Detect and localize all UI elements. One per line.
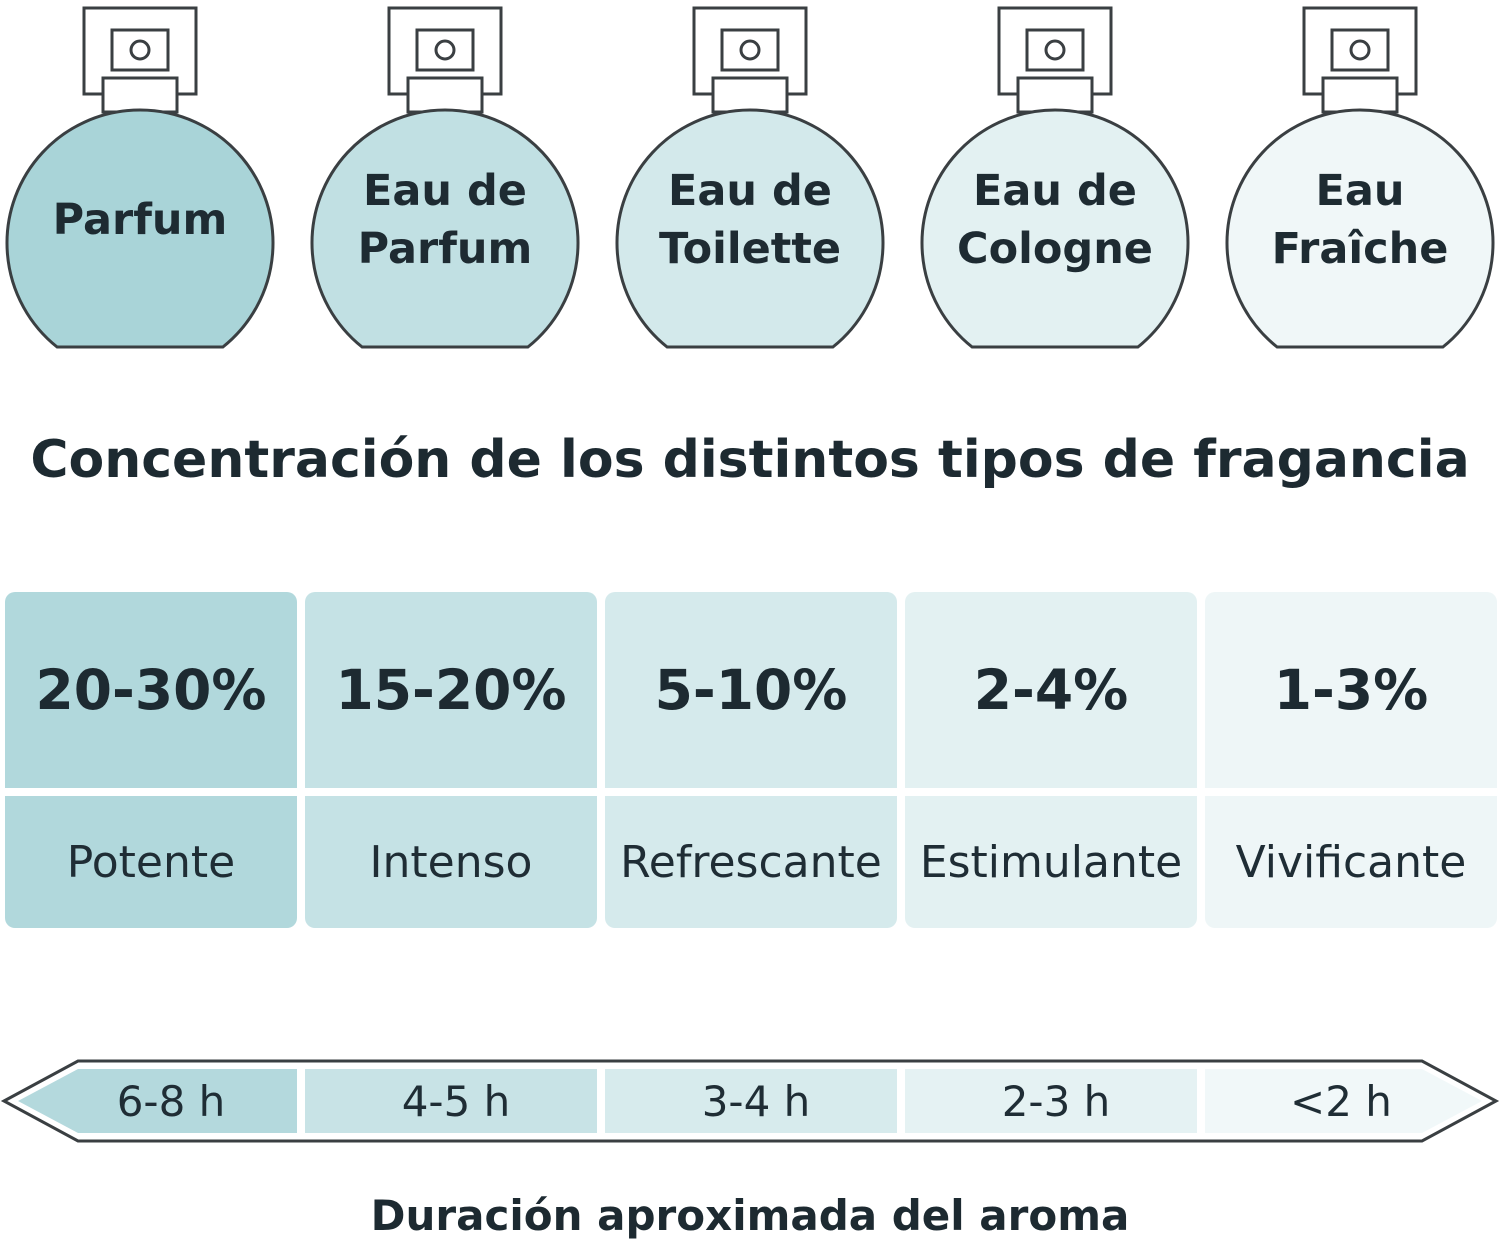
bottle-label: Eau de Toilette (615, 165, 885, 275)
concentration-value: 1-3% (1205, 592, 1497, 788)
bottle-neck (101, 76, 179, 114)
bottle (1225, 6, 1495, 349)
bottle-nozzle (434, 39, 456, 61)
bottle-nozzle (1044, 39, 1066, 61)
bottle-neck (1321, 76, 1399, 114)
concentration-value: 15-20% (305, 592, 597, 788)
bottle-neck (406, 76, 484, 114)
duration-label: 4-5 h (401, 1076, 511, 1126)
bottle (615, 6, 885, 349)
concentration-value: 2-4% (905, 592, 1197, 788)
duration-band (305, 1069, 597, 1133)
bottle-label-line: Fraîche (1271, 224, 1449, 274)
duration-caption: Duración aproximada del aroma (370, 1191, 1130, 1240)
bottle-body (1225, 108, 1495, 349)
duration-band (605, 1069, 897, 1133)
bottle-body (615, 108, 885, 349)
bottle (5, 6, 275, 349)
bottle-label-line: Cologne (957, 224, 1153, 274)
concentration-descriptor: Intenso (305, 796, 597, 928)
concentration-descriptor: Potente (5, 796, 297, 928)
concentration-value: 20-30% (5, 592, 297, 788)
bottle-body (310, 108, 580, 349)
bottle-label: Parfum (5, 165, 275, 275)
bottle-label-line: Toilette (658, 224, 842, 274)
bottle (920, 6, 1190, 349)
bottle-label-line: Eau de (363, 166, 527, 216)
concentration-descriptor: Refrescante (605, 796, 897, 928)
bottle-label: Eau Fraîche (1225, 165, 1495, 275)
bottle-label: Eau de Parfum (310, 165, 580, 275)
bottle-atomizer (1330, 28, 1390, 72)
concentration-value: 5-10% (605, 592, 897, 788)
bottle-nozzle (739, 39, 761, 61)
main-title: Concentración de los distintos tipos de … (30, 430, 1470, 490)
bottle-neck (711, 76, 789, 114)
duration-label: 6-8 h (116, 1076, 226, 1126)
bottle-label-line: Parfum (52, 195, 228, 245)
duration-band (905, 1069, 1197, 1133)
duration-label: 2-3 h (1001, 1076, 1111, 1126)
duration-band (18, 1069, 297, 1133)
duration-label: 3-4 h (701, 1076, 811, 1126)
concentration-descriptor: Vivificante (1205, 796, 1497, 928)
bottle-nozzle (129, 39, 151, 61)
bottle-label-line: Eau (1315, 166, 1405, 216)
bottle-label-line: Eau de (668, 166, 832, 216)
bottle-label-line: Eau de (973, 166, 1137, 216)
bottle-label-line: Parfum (357, 224, 533, 274)
bottle (310, 6, 580, 349)
bottle-nozzle (1349, 39, 1371, 61)
bottle-body (920, 108, 1190, 349)
perfume-bottles (5, 6, 1495, 349)
bottle-label: Eau de Cologne (920, 165, 1190, 275)
duration-label: <2 h (1290, 1076, 1392, 1126)
concentration-descriptor: Estimulante (905, 796, 1197, 928)
duration-band (1205, 1069, 1482, 1133)
bottle-neck (1016, 76, 1094, 114)
duration-arrow (0, 1059, 1500, 1143)
bottle-body (5, 108, 275, 349)
